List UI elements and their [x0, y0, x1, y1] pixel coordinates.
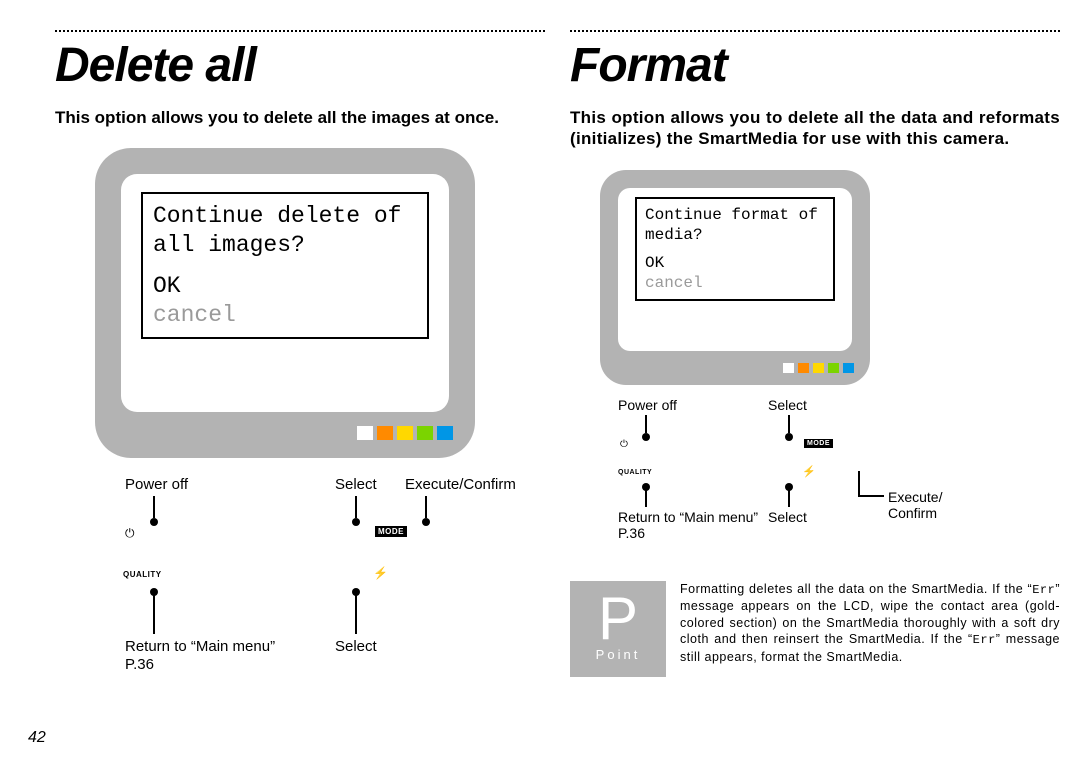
label-return: Return to “Main menu” P.36: [618, 509, 768, 541]
divider-dots: [55, 30, 545, 32]
flash-icon: ⚡: [802, 465, 816, 478]
label-power-off: Power off: [618, 397, 677, 413]
divider-dots: [570, 30, 1060, 32]
point-word: Point: [596, 647, 641, 662]
status-bar: [600, 363, 870, 373]
page-title: Delete all: [55, 38, 545, 93]
label-execute: Execute/Confirm: [888, 489, 968, 521]
point-callout: P Point Formatting deletes all the data …: [570, 581, 1060, 677]
point-badge: P Point: [570, 581, 666, 677]
status-bar: [95, 426, 475, 440]
power-icon: ⏻: [620, 439, 628, 450]
confirm-dialog: Continue delete of all images? OK cancel: [141, 192, 429, 339]
page-subhead: This option allows you to delete all the…: [570, 107, 1060, 150]
label-return: Return to “Main menu” P.36: [125, 638, 305, 673]
page-subhead: This option allows you to delete all the…: [55, 107, 545, 128]
point-text: Formatting deletes all the data on the S…: [680, 581, 1060, 666]
confirm-dialog: Continue format of media? OK cancel: [635, 197, 835, 301]
page-format: Format This option allows you to delete …: [570, 30, 1060, 677]
quality-icon: QUALITY: [123, 570, 162, 579]
page-delete-all: Delete all This option allows you to del…: [55, 30, 545, 676]
lcd-frame: Continue delete of all images? OK cancel: [95, 148, 475, 458]
label-select: Select: [768, 397, 807, 413]
dialog-cancel: cancel: [153, 301, 417, 330]
label-execute: Execute/Confirm: [405, 476, 516, 493]
mode-icon: MODE: [375, 526, 407, 537]
connector: [858, 471, 884, 497]
page-number: 42: [28, 729, 46, 747]
quality-icon: QUALITY: [618, 469, 652, 476]
dialog-cancel: cancel: [645, 273, 825, 293]
mode-icon: MODE: [804, 439, 833, 448]
control-diagram: Power off Select ⏻ MODE QUALITY ⚡ Execut…: [600, 397, 1060, 557]
dialog-question: Continue format of media?: [645, 205, 825, 245]
control-diagram: Power off Select Execute/Confirm ⏻ MODE …: [95, 476, 545, 676]
lcd-frame: Continue format of media? OK cancel: [600, 170, 870, 385]
point-letter: P: [598, 595, 638, 643]
dialog-ok: OK: [153, 272, 417, 301]
flash-icon: ⚡: [373, 566, 388, 580]
label-select: Select: [335, 476, 377, 493]
dialog-question: Continue delete of all images?: [153, 202, 417, 260]
dialog-ok: OK: [645, 253, 825, 273]
label-select-bottom: Select: [768, 509, 807, 525]
power-icon: ⏻: [125, 526, 135, 541]
label-select-bottom: Select: [335, 638, 377, 655]
page-title: Format: [570, 38, 1060, 93]
label-power-off: Power off: [125, 476, 188, 493]
